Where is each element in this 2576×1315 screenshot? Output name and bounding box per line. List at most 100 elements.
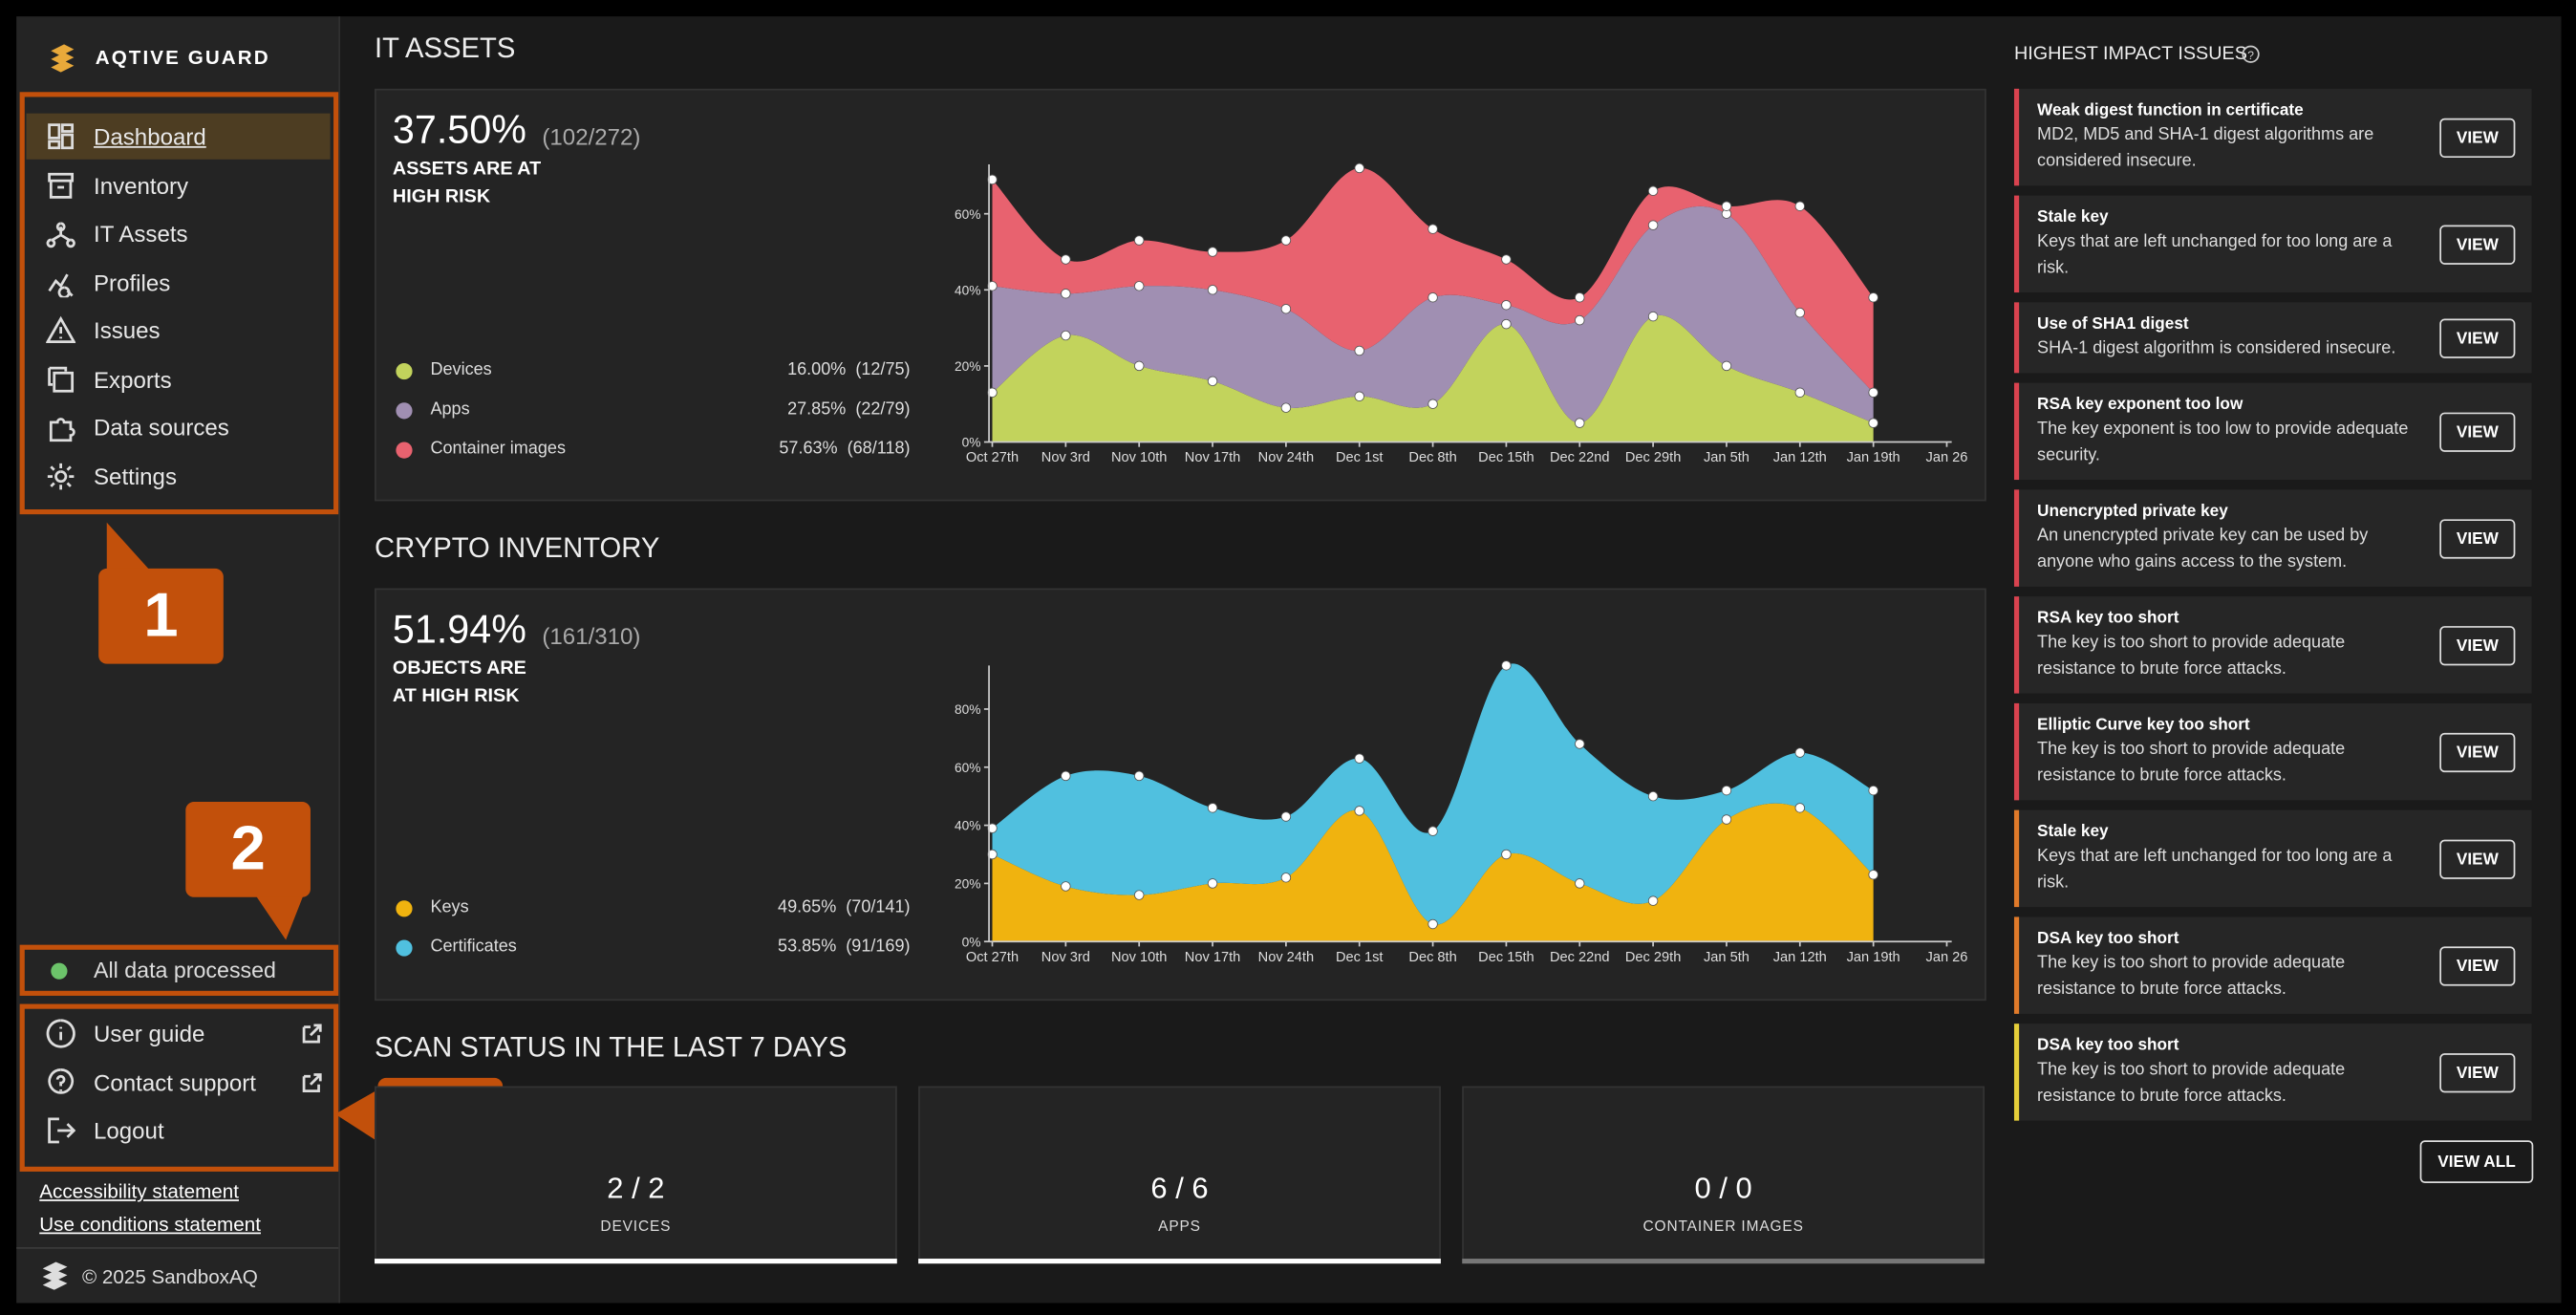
view-button[interactable]: VIEW [2439, 117, 2516, 158]
issue-text: The key is too short to provide adequate… [2037, 1060, 2346, 1107]
icon [48, 365, 75, 392]
issue-title: Elliptic Curve key too short [2037, 716, 2250, 735]
highlight-3 [19, 1003, 339, 1172]
view-all[interactable]: VIEW ALL [2419, 1140, 2534, 1183]
view-button[interactable]: VIEW [2439, 731, 2516, 772]
icon-path [48, 1067, 75, 1093]
point [1061, 289, 1071, 299]
point [1575, 292, 1585, 303]
svg-text:?: ? [2247, 49, 2254, 62]
scan-label: CONTAINER IMAGES [1642, 1218, 1804, 1235]
highlight-2 [19, 944, 339, 996]
issue-text: An unencrypted private key can be used b… [2037, 526, 2369, 572]
y-tick-label: 0% [962, 436, 981, 450]
point [1280, 402, 1292, 413]
view-button[interactable]: VIEW [2439, 411, 2516, 451]
point [1794, 387, 1806, 399]
view-button[interactable]: VIEW [2439, 518, 2516, 558]
point [987, 823, 998, 833]
y-tick-label: 40% [955, 819, 981, 833]
help-label: Contact support [94, 1068, 256, 1095]
view-button[interactable]: VIEW [2439, 838, 2516, 879]
point [1794, 201, 1806, 211]
nav-item[interactable]: Dashboard [26, 113, 331, 160]
y-tick-label: 20% [955, 359, 981, 374]
x-tick-label: Nov 10th [1111, 450, 1167, 465]
x-tick-label: Dec 8th [1408, 450, 1456, 465]
view-button[interactable]: VIEW [2439, 224, 2516, 264]
point [1280, 303, 1292, 314]
point [1501, 254, 1512, 265]
nav-item[interactable]: Exports [27, 356, 331, 401]
status-dot [51, 962, 68, 980]
nav-item[interactable]: Settings [27, 453, 331, 499]
view-button[interactable]: VIEW [2439, 1052, 2516, 1092]
point [1428, 292, 1438, 303]
point [1061, 881, 1071, 892]
icon-path [47, 463, 75, 489]
nav-label: Issues [94, 316, 161, 344]
icon [46, 315, 76, 344]
area [992, 205, 1874, 423]
brand: AQTIVE GUARD [95, 46, 270, 70]
view-button[interactable]: VIEW [2439, 317, 2516, 357]
point [1354, 806, 1364, 816]
progress [1462, 1259, 1986, 1264]
logo [51, 44, 75, 73]
icon-path [48, 1117, 76, 1144]
help-item[interactable]: Logout [27, 1108, 331, 1153]
nav-item[interactable]: Issues [27, 308, 331, 354]
issue-card: DSA key too short The key is too short to… [2013, 916, 2532, 1014]
help-label: User guide [94, 1020, 205, 1047]
point [1207, 376, 1218, 387]
nav-item[interactable]: Inventory [27, 162, 331, 207]
help-label: Logout [94, 1117, 164, 1144]
issue-title: Use of SHA1 digest [2037, 315, 2189, 334]
nav-item[interactable]: IT Assets [27, 210, 331, 256]
legend-dot [396, 900, 413, 917]
issue-list: Weak digest function in certificate MD2, … [2013, 88, 2532, 1121]
issue-title: Stale key [2037, 823, 2109, 842]
legend-value: 57.63% (68/118) [779, 439, 911, 459]
legal-link[interactable]: Accessibility statement [39, 1179, 239, 1203]
point [1280, 873, 1292, 883]
area [992, 663, 1874, 925]
point [1428, 826, 1438, 836]
y-tick-label: 60% [955, 207, 981, 222]
point [1647, 220, 1659, 230]
x-tick-label: Nov 24th [1258, 450, 1314, 465]
scan-value: 0 / 0 [1694, 1171, 1752, 1205]
icon [49, 418, 75, 442]
issue-card: RSA key too short The key is too short to… [2013, 596, 2532, 694]
legal-link[interactable]: Use conditions statement [39, 1212, 261, 1236]
icon [302, 1024, 322, 1044]
point [1868, 870, 1878, 880]
icon [46, 1019, 75, 1048]
issue-text: The key is too short to provide adequate… [2037, 739, 2346, 786]
issue-text: The key is too short to provide adequate… [2037, 632, 2346, 679]
x-tick-label: Nov 24th [1258, 950, 1314, 965]
view-button[interactable]: VIEW [2439, 625, 2516, 665]
callout: 1 [98, 568, 224, 664]
area [992, 803, 1874, 942]
legend-dot [396, 362, 413, 380]
point [1647, 185, 1659, 197]
issue-title: DSA key too short [2037, 1036, 2179, 1055]
x-tick-label: Jan 5th [1704, 950, 1750, 965]
issue-card: Unencrypted private key An unencrypted pr… [2013, 489, 2532, 587]
nav-label: Exports [94, 365, 172, 393]
scan-value: 2 / 2 [607, 1171, 665, 1205]
y-tick-label: 20% [955, 877, 981, 892]
icon [47, 463, 75, 489]
nav-label: Inventory [94, 171, 189, 199]
nav-item[interactable]: Data sources [27, 404, 331, 450]
nav-item[interactable]: Profiles [27, 259, 331, 305]
x-tick-label: Dec 1st [1336, 450, 1384, 465]
help-item[interactable]: Contact support [27, 1059, 331, 1105]
issue-text: The key exponent is too low to provide a… [2037, 419, 2409, 465]
help-item[interactable]: User guide [27, 1010, 331, 1056]
legend-dot [396, 939, 413, 957]
icon-path [302, 1024, 322, 1044]
view-button[interactable]: VIEW [2439, 945, 2516, 985]
